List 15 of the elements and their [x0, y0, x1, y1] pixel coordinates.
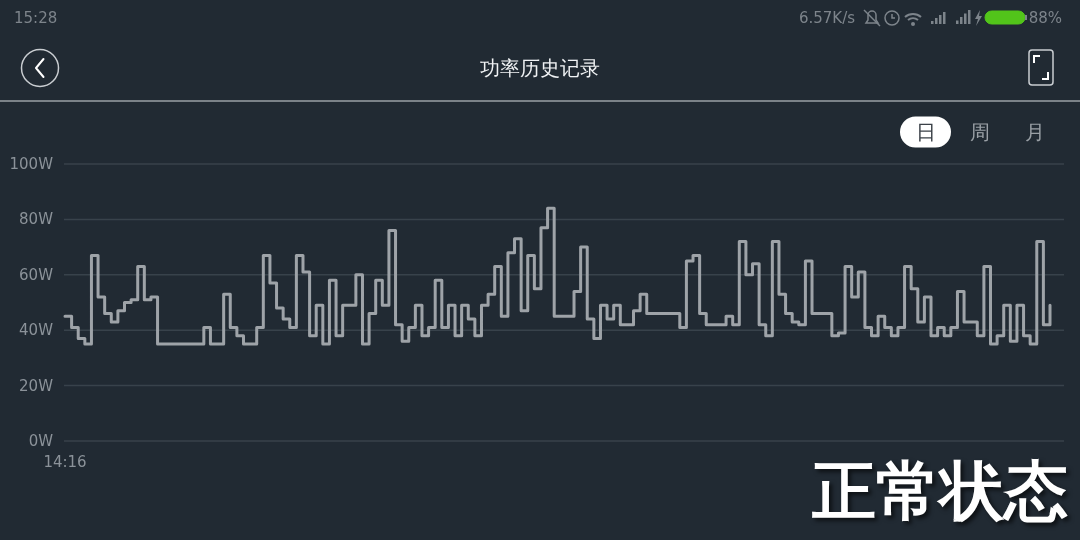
y-tick-label: 20W: [19, 376, 54, 395]
text: 正常状态: [811, 454, 1068, 528]
y-tick-label: 80W: [19, 210, 54, 229]
text: 6.57K/s: [798, 9, 856, 27]
text: 15:28: [14, 9, 58, 27]
text: 月: [1025, 120, 1045, 144]
text: 周: [970, 120, 990, 144]
text: 88%: [1028, 9, 1062, 27]
chart-title: 功率历史记录: [480, 56, 600, 80]
y-tick-label: 0W: [28, 432, 54, 450]
text: 日: [915, 120, 936, 144]
y-tick-label: 100W: [9, 155, 54, 173]
y-tick-label: 60W: [19, 265, 54, 284]
x-tick-label: 14:16: [43, 453, 87, 471]
y-tick-label: 40W: [19, 321, 54, 340]
